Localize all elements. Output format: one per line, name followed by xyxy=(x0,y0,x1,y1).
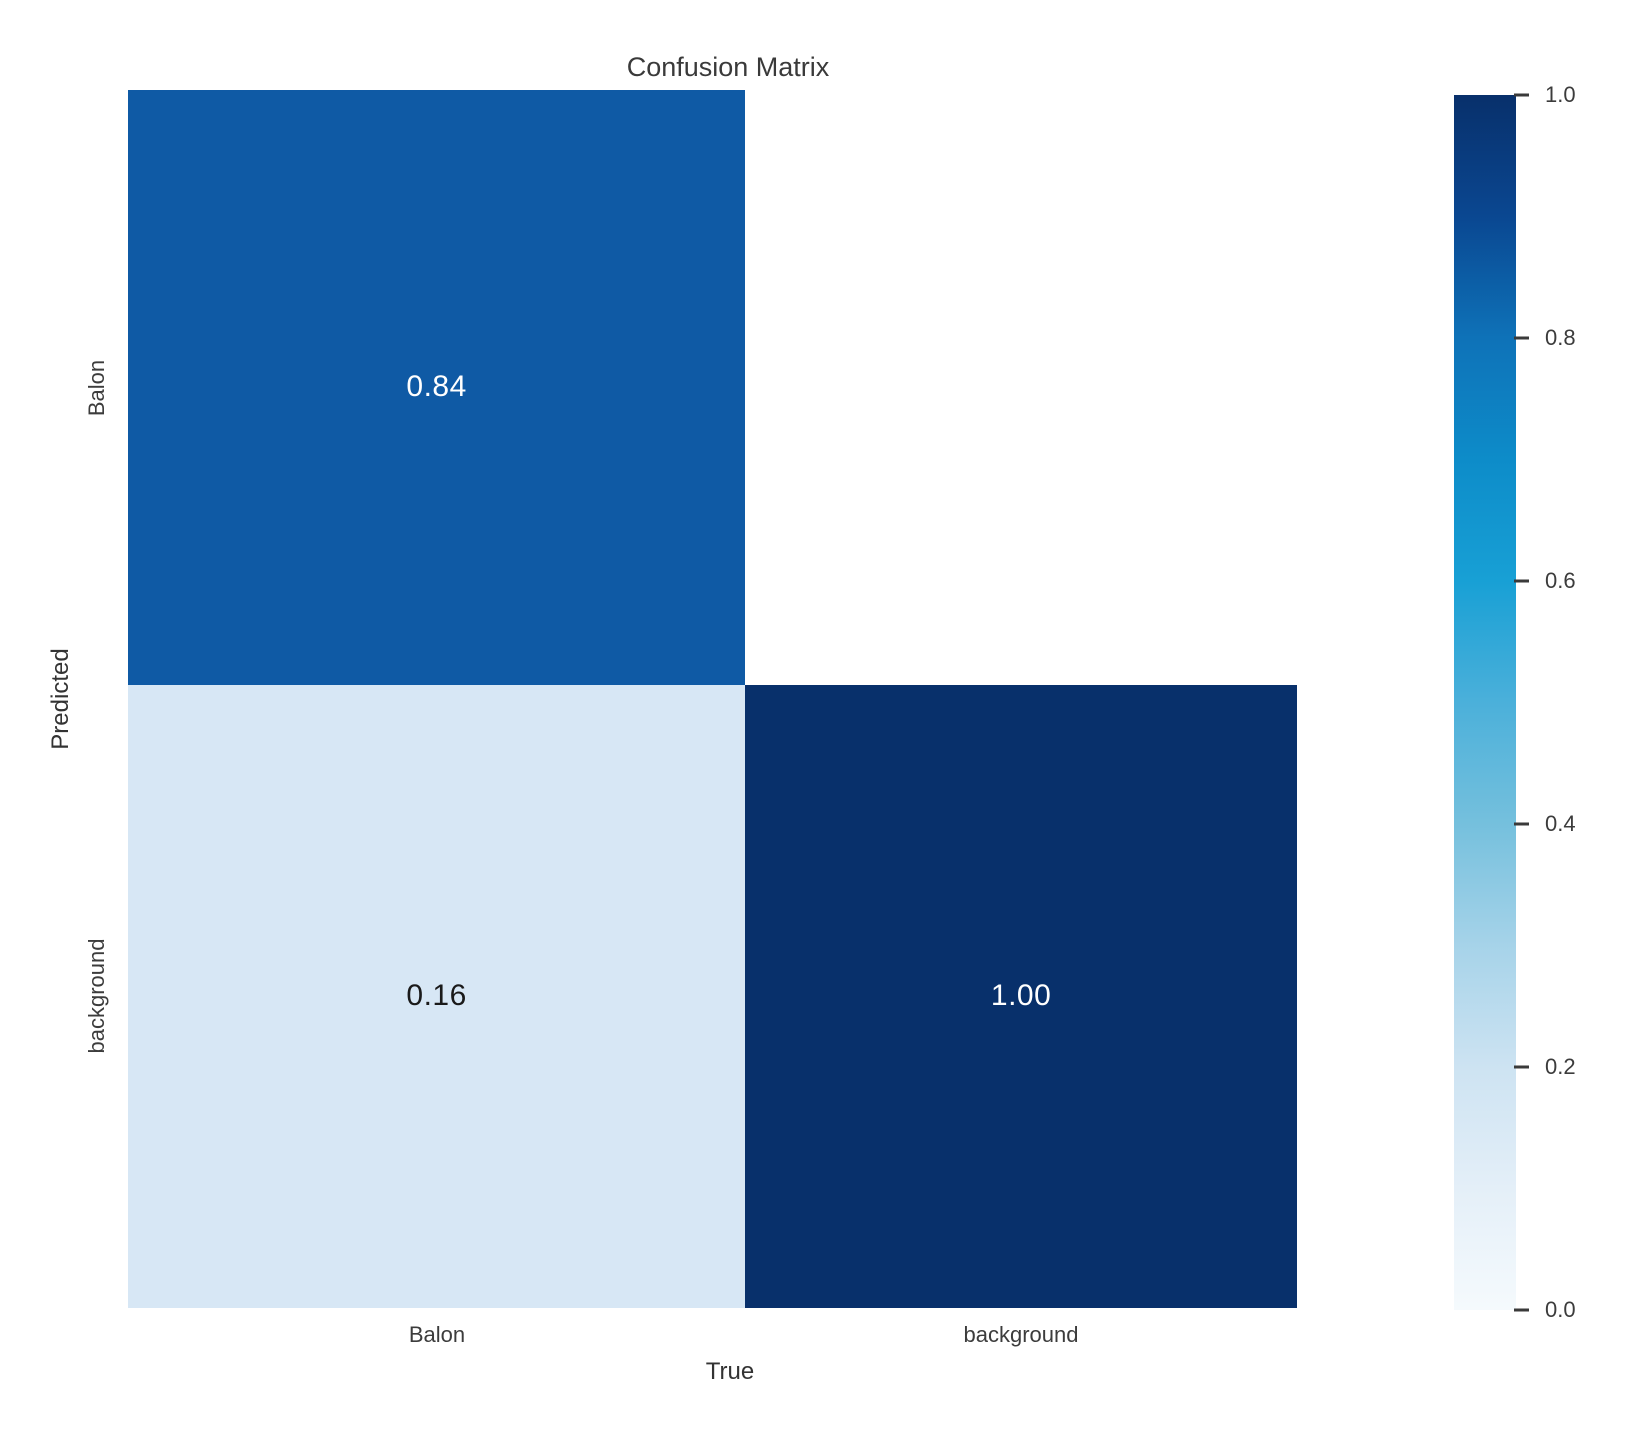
heatmap-cell-predBalon-trueBackground xyxy=(745,90,1297,685)
heatmap-cell-predBalon-trueBalon: 0.84 xyxy=(128,90,746,685)
colorbar-tick-label: 0.8 xyxy=(1545,325,1576,350)
cell-value: 1.00 xyxy=(990,979,1052,1013)
colorbar-tickmark xyxy=(1514,579,1529,583)
x-tick-balon: Balon xyxy=(408,1322,466,1347)
x-tick-background: background xyxy=(963,1322,1079,1347)
colorbar-tickmark xyxy=(1514,822,1529,826)
y-tick-balon: Balon xyxy=(84,359,109,417)
colorbar-tick-label: 1.0 xyxy=(1545,82,1576,107)
colorbar-tickmark xyxy=(1514,93,1529,97)
colorbar-tick-label: 0.2 xyxy=(1545,1054,1576,1079)
y-axis-label: Predicted xyxy=(47,648,74,750)
chart-title: Confusion Matrix xyxy=(626,52,830,82)
colorbar-tickmark xyxy=(1514,1308,1529,1312)
colorbar-tickmark xyxy=(1514,336,1529,340)
colorbar-tick-label: 0.0 xyxy=(1545,1297,1576,1322)
heatmap-cell-predBackground-trueBalon: 0.16 xyxy=(128,684,746,1308)
heatmap-cell-predBackground-trueBackground: 1.00 xyxy=(745,684,1297,1308)
colorbar xyxy=(1454,95,1516,1310)
heatmap-grid: 0.84 0.16 1.00 xyxy=(128,90,1297,1308)
cell-value: 0.16 xyxy=(406,979,467,1013)
colorbar-tickmark xyxy=(1514,1065,1529,1069)
colorbar-tick-label: 0.4 xyxy=(1545,811,1576,836)
cell-value: 0.84 xyxy=(406,370,467,404)
x-axis-label: True xyxy=(705,1358,755,1385)
colorbar-tick-label: 0.6 xyxy=(1545,568,1576,593)
y-tick-background: background xyxy=(84,938,109,1054)
